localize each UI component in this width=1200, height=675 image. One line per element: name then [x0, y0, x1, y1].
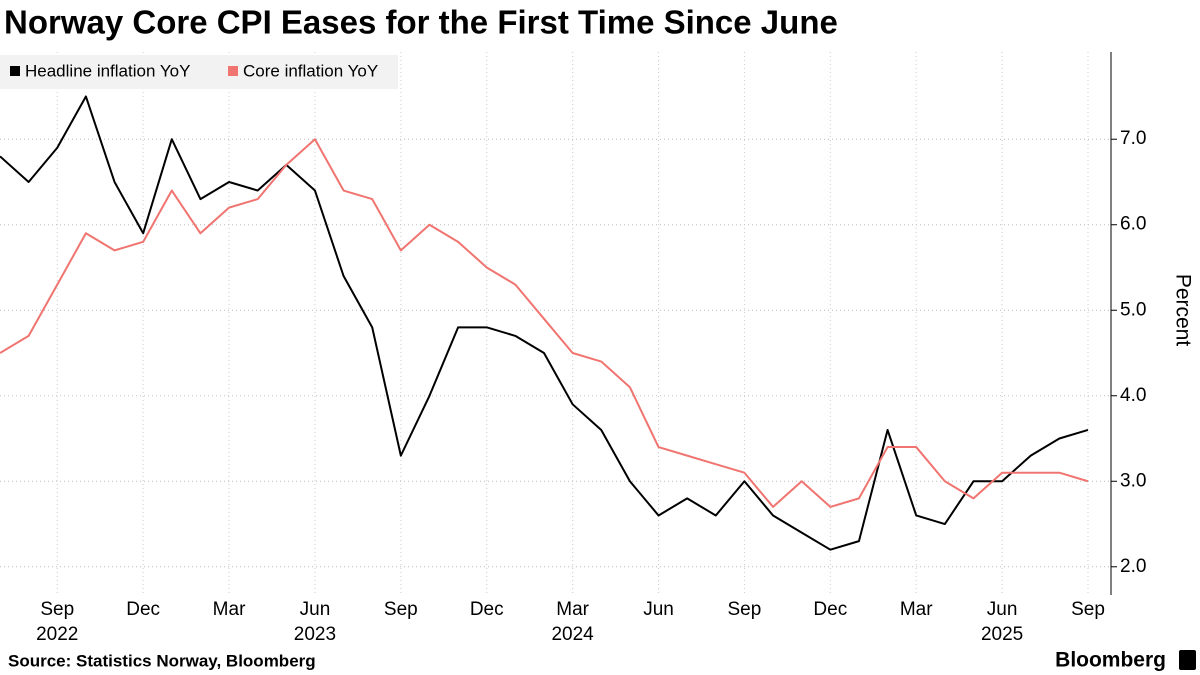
legend-swatch	[10, 66, 20, 76]
y-tick-label: 6.0	[1120, 214, 1146, 235]
legend-swatch	[228, 66, 238, 76]
y-tick-label: 5.0	[1120, 299, 1146, 320]
x-tick-label: Sep	[384, 599, 418, 620]
x-tick-label: Dec	[813, 599, 847, 620]
y-tick-label: 7.0	[1120, 128, 1146, 149]
line-series	[0, 95, 1089, 551]
x-tick-label: Sep	[1071, 599, 1105, 620]
x-tick-label: Mar	[213, 599, 246, 620]
x-tick-label: Mar	[556, 599, 589, 620]
x-tick-label: Mar	[900, 599, 933, 620]
y-axis-label: Percent	[1171, 274, 1194, 347]
source: Source: Statistics Norway, Bloomberg	[8, 651, 316, 670]
x-tick-label: Dec	[470, 599, 504, 620]
legend-background	[0, 55, 398, 89]
legend-label: Core inflation YoY	[243, 61, 378, 80]
x-year-label: 2022	[36, 624, 78, 645]
chart-title: Norway Core CPI Eases for the First Time…	[4, 4, 838, 41]
brand: Bloomberg	[1055, 649, 1166, 672]
y-tick-label: 4.0	[1120, 385, 1146, 406]
y-tick-label: 3.0	[1120, 470, 1146, 491]
x-tick-label: Jun	[300, 599, 331, 620]
x-tick-label: Sep	[728, 599, 762, 620]
x-year-label: 2024	[551, 624, 594, 645]
x-tick-label: Sep	[40, 599, 74, 620]
x-year-label: 2023	[294, 624, 336, 645]
x-tick-label: Dec	[126, 599, 160, 620]
line-series	[0, 138, 1089, 508]
x-tick-label: Jun	[643, 599, 674, 620]
x-year-label: 2025	[981, 624, 1023, 645]
legend-label: Headline inflation YoY	[25, 61, 190, 80]
y-tick-label: 2.0	[1120, 556, 1146, 577]
x-tick-label: Jun	[987, 599, 1018, 620]
brand-icon	[1179, 650, 1196, 670]
